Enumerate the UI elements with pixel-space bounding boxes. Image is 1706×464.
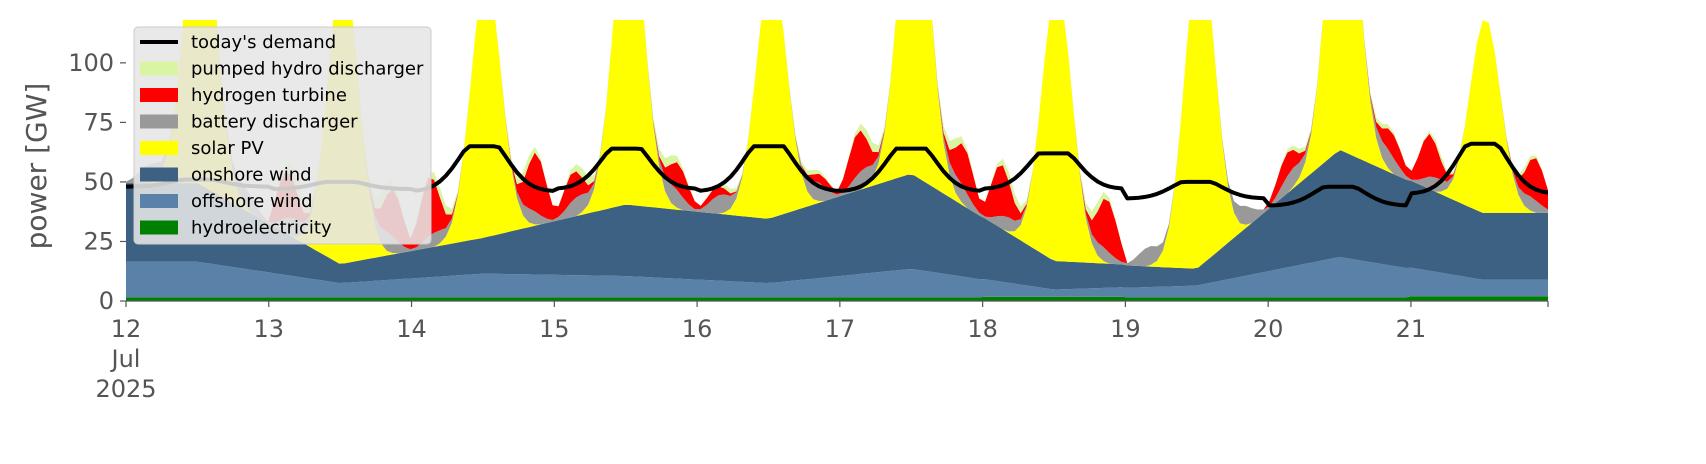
legend-label: pumped hydro discharger bbox=[191, 59, 424, 80]
legend-swatch bbox=[140, 220, 178, 235]
legend-swatch bbox=[140, 114, 178, 129]
y-tick-label: 0 bbox=[99, 287, 114, 315]
x-tick-label: 12 bbox=[111, 315, 142, 343]
legend-label: solar PV bbox=[191, 138, 264, 159]
x-tick-label: 14 bbox=[396, 315, 427, 343]
x-tick-label: 17 bbox=[825, 315, 856, 343]
y-axis-label: power [GW] bbox=[20, 83, 53, 250]
legend-box bbox=[133, 26, 432, 245]
legend-swatch bbox=[140, 61, 178, 76]
legend-swatch bbox=[140, 141, 178, 155]
x-tick-label: 13 bbox=[253, 315, 284, 343]
y-tick-label: 25 bbox=[83, 227, 114, 255]
x-tick-label: 21 bbox=[1396, 315, 1427, 343]
x-tick-label: Jul bbox=[110, 345, 141, 373]
x-tick-label: 15 bbox=[539, 315, 570, 343]
legend-label: battery discharger bbox=[191, 112, 358, 133]
x-tick-label: 18 bbox=[967, 315, 998, 343]
x-tick-label: 19 bbox=[1110, 315, 1141, 343]
legend-swatch bbox=[140, 194, 178, 208]
legend-label: today's demand bbox=[191, 32, 336, 53]
legend-swatch bbox=[140, 88, 178, 102]
x-tick-label: 2025 bbox=[95, 375, 156, 403]
plot-area bbox=[126, 20, 1548, 301]
y-tick-label: 75 bbox=[83, 108, 114, 136]
y-tick-label: 100 bbox=[68, 49, 114, 77]
y-tick-label: 50 bbox=[83, 168, 114, 196]
legend-label: offshore wind bbox=[191, 191, 313, 212]
legend: today's demand pumped hydro discharger hyd… bbox=[133, 26, 432, 245]
area-onshore-wind bbox=[126, 150, 1548, 290]
legend-swatch bbox=[140, 167, 178, 182]
legend-label: onshore wind bbox=[191, 165, 312, 186]
legend-label: hydrogen turbine bbox=[191, 85, 347, 106]
area-offshore-wind bbox=[126, 257, 1548, 298]
x-tick-label: 16 bbox=[682, 315, 713, 343]
legend-label: hydroelectricity bbox=[191, 218, 332, 239]
area-solar-pv bbox=[126, 20, 1548, 269]
area-hydroelectricity bbox=[126, 296, 1548, 301]
x-tick-label: 20 bbox=[1253, 315, 1284, 343]
